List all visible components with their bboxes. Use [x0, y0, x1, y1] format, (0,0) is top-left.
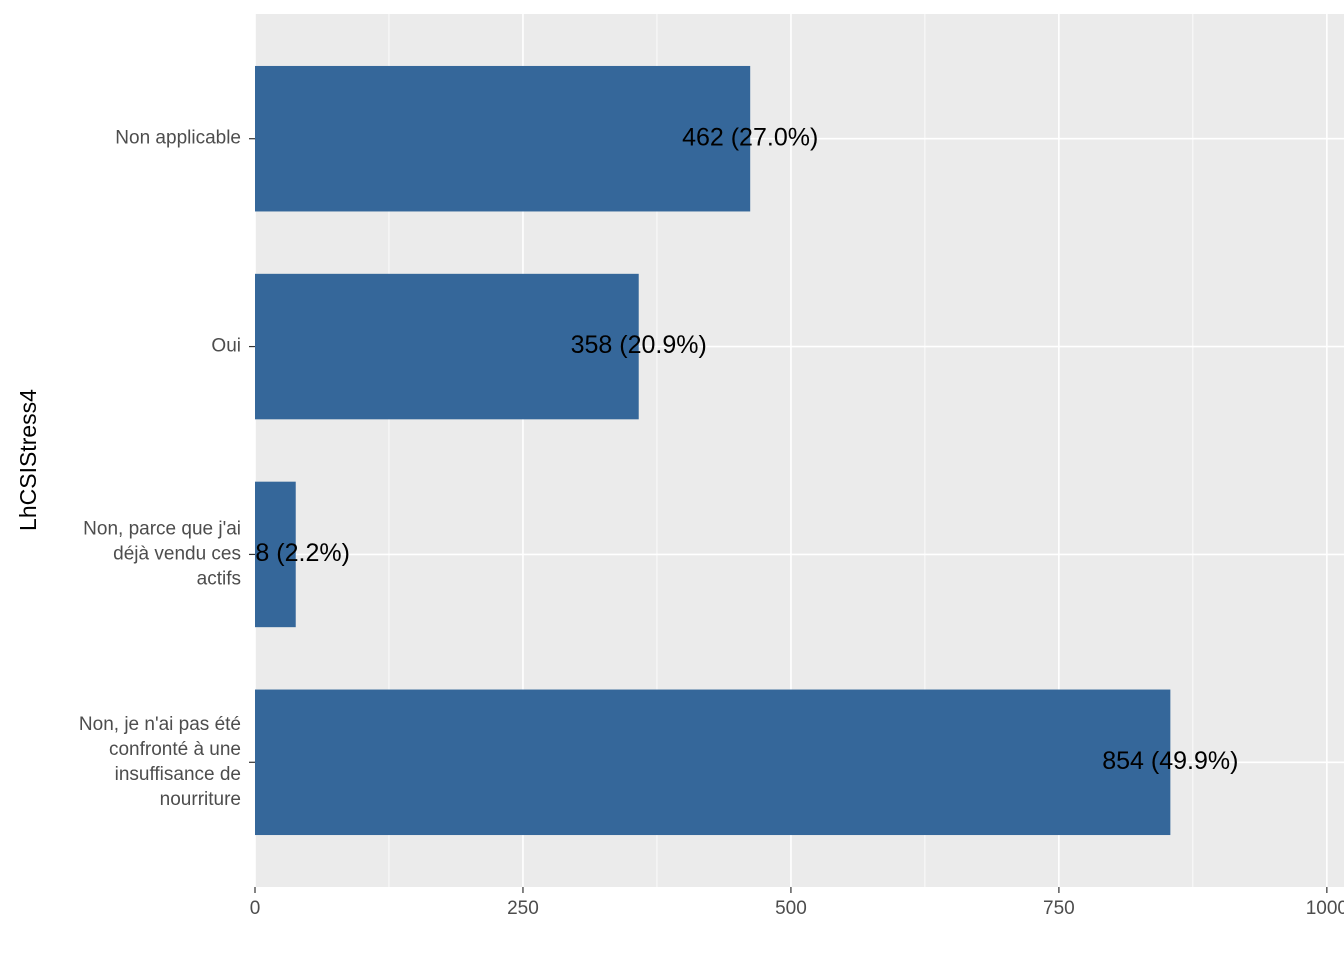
y-tick-label: Non, je n'ai pas été confronté à une insuf… — [79, 714, 241, 810]
x-tick-label: 750 — [1043, 898, 1075, 919]
bar — [255, 481, 296, 628]
x-tick-label: 500 — [775, 898, 807, 919]
y-tick-label: Non, parce que j'ai déjà vendu ces actifs — [83, 518, 241, 589]
y-tick-label: Oui — [211, 336, 241, 357]
x-tick-label: 1000 — [1306, 898, 1344, 919]
x-tick-label: 0 — [250, 898, 261, 919]
panel-content: 462 (27.0%) 358 (20.9%) 38 (2.2%) 854 (49.9… — [242, 14, 1344, 887]
bar — [255, 273, 639, 420]
x-tick-label: 250 — [507, 898, 539, 919]
bar — [255, 65, 751, 212]
value-label: 358 (20.9%) — [571, 331, 707, 359]
y-axis-title: LhCSIStress4 — [15, 389, 41, 531]
value-label: 462 (27.0%) — [682, 123, 818, 151]
y-tick-label: Non applicable — [115, 128, 241, 149]
bar — [255, 689, 1171, 836]
value-label: 38 (2.2%) — [242, 539, 350, 567]
value-label: 854 (49.9%) — [1102, 747, 1238, 775]
